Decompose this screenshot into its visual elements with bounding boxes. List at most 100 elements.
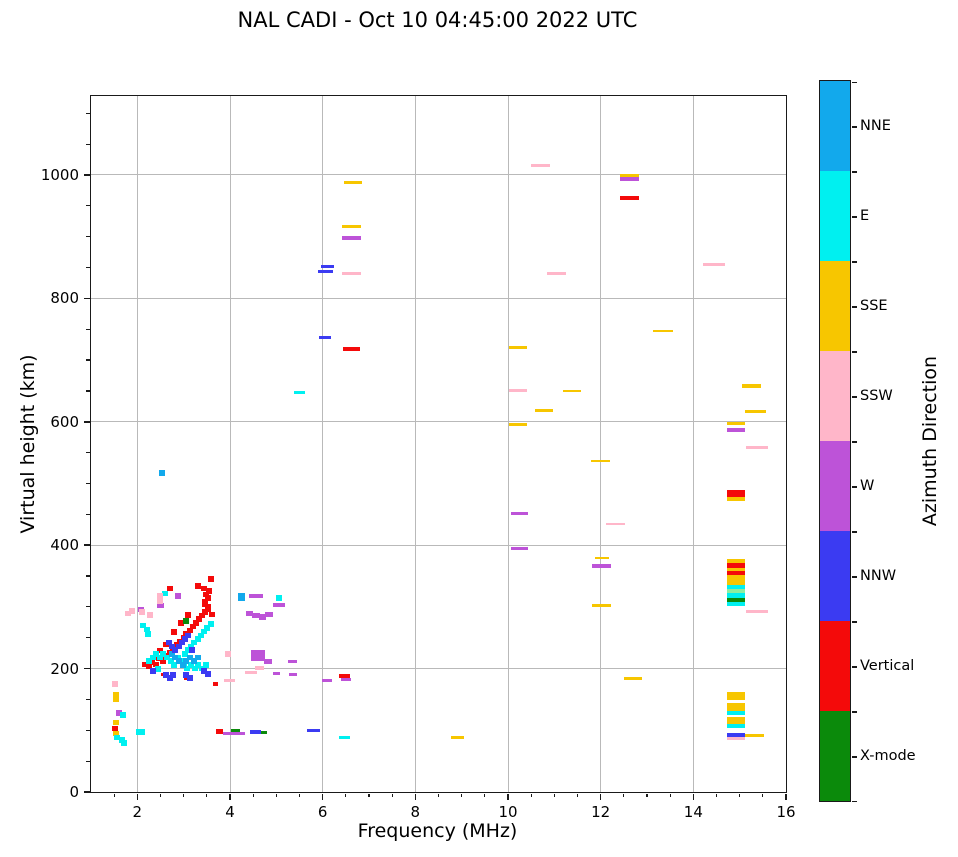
data-point: [182, 618, 189, 624]
colorbar-segment: [820, 351, 850, 441]
x-major-tick: [136, 793, 139, 800]
data-point: [726, 733, 746, 738]
y-major-tick: [83, 421, 90, 423]
data-point: [726, 711, 746, 715]
data-point: [191, 639, 198, 646]
colorbar-tick: [851, 666, 857, 668]
colorbar-segment: [820, 261, 850, 351]
data-point: [238, 593, 245, 601]
y-minor-tick: [86, 359, 90, 361]
colorbar-category-label: W: [860, 478, 875, 494]
data-point: [726, 571, 746, 576]
data-point: [213, 682, 218, 686]
data-point: [255, 666, 265, 670]
x-tick-label: 14: [683, 803, 703, 821]
data-point: [194, 583, 201, 589]
x-minor-tick: [739, 793, 741, 797]
data-point: [112, 730, 119, 737]
x-minor-tick: [762, 793, 764, 797]
gridline: [91, 544, 786, 546]
y-minor-tick: [86, 698, 90, 701]
data-point: [168, 651, 175, 657]
data-point: [216, 729, 223, 734]
data-point: [112, 725, 119, 732]
data-point: [590, 460, 611, 463]
colorbar-tick: [851, 126, 857, 128]
data-point: [320, 264, 334, 268]
x-minor-tick: [391, 793, 393, 797]
data-point: [318, 270, 334, 274]
data-point: [185, 612, 192, 618]
data-point: [594, 556, 609, 560]
colorbar-boundary-tick: [851, 711, 857, 713]
x-minor-tick: [484, 793, 486, 797]
data-point: [201, 585, 208, 592]
colorbar-category-label: Vertical: [860, 658, 915, 674]
data-point: [182, 636, 189, 642]
gridline: [136, 96, 138, 792]
y-minor-tick: [86, 482, 90, 485]
data-point: [276, 595, 283, 602]
data-point: [154, 666, 161, 672]
data-point: [166, 675, 173, 681]
data-point: [339, 674, 351, 678]
data-point: [124, 610, 131, 617]
colorbar-tick: [851, 756, 857, 758]
data-point: [339, 735, 351, 739]
x-tick-label: 8: [410, 803, 421, 821]
data-point: [510, 511, 529, 515]
data-point: [194, 654, 201, 661]
data-point: [113, 719, 120, 726]
y-tick-label: 800: [50, 289, 79, 308]
data-point: [136, 729, 145, 735]
data-point: [120, 712, 127, 718]
x-minor-tick: [646, 793, 648, 797]
data-point: [145, 663, 152, 669]
data-point: [726, 574, 746, 585]
colorbar-label: Azimuth Direction: [919, 355, 941, 527]
data-point: [726, 427, 746, 432]
data-point: [157, 602, 164, 609]
x-axis-label: Frequency (MHz): [357, 820, 518, 842]
data-point: [189, 623, 196, 630]
data-point: [248, 593, 263, 598]
x-minor-tick: [437, 793, 440, 797]
data-point: [187, 654, 194, 661]
data-point: [224, 651, 231, 657]
data-point: [195, 616, 202, 622]
x-minor-tick: [183, 793, 185, 797]
x-tick-label: 10: [498, 803, 518, 821]
data-point: [195, 662, 202, 668]
data-point: [201, 609, 208, 615]
y-major-tick: [83, 174, 90, 176]
y-minor-tick: [86, 606, 90, 608]
data-point: [342, 347, 361, 351]
x-minor-tick: [252, 793, 254, 797]
data-point: [169, 643, 176, 650]
data-point: [202, 662, 209, 668]
data-point: [265, 611, 273, 618]
gridline: [91, 421, 786, 423]
gridline: [91, 668, 786, 670]
data-point: [204, 604, 211, 612]
data-point: [159, 470, 166, 476]
data-point: [273, 671, 280, 676]
data-point: [233, 731, 246, 736]
colorbar-tick: [851, 216, 857, 218]
data-point: [184, 647, 191, 653]
data-point: [202, 599, 209, 607]
data-point: [194, 636, 201, 642]
data-point: [146, 658, 153, 664]
y-minor-tick: [86, 112, 90, 114]
x-major-tick: [599, 793, 602, 800]
data-point: [257, 730, 268, 734]
data-point: [624, 677, 642, 680]
data-point: [156, 647, 163, 654]
data-point: [116, 710, 123, 716]
data-point: [534, 408, 554, 412]
data-point: [726, 558, 746, 564]
data-point: [726, 584, 746, 590]
y-minor-tick: [86, 729, 90, 731]
data-point: [163, 654, 170, 661]
